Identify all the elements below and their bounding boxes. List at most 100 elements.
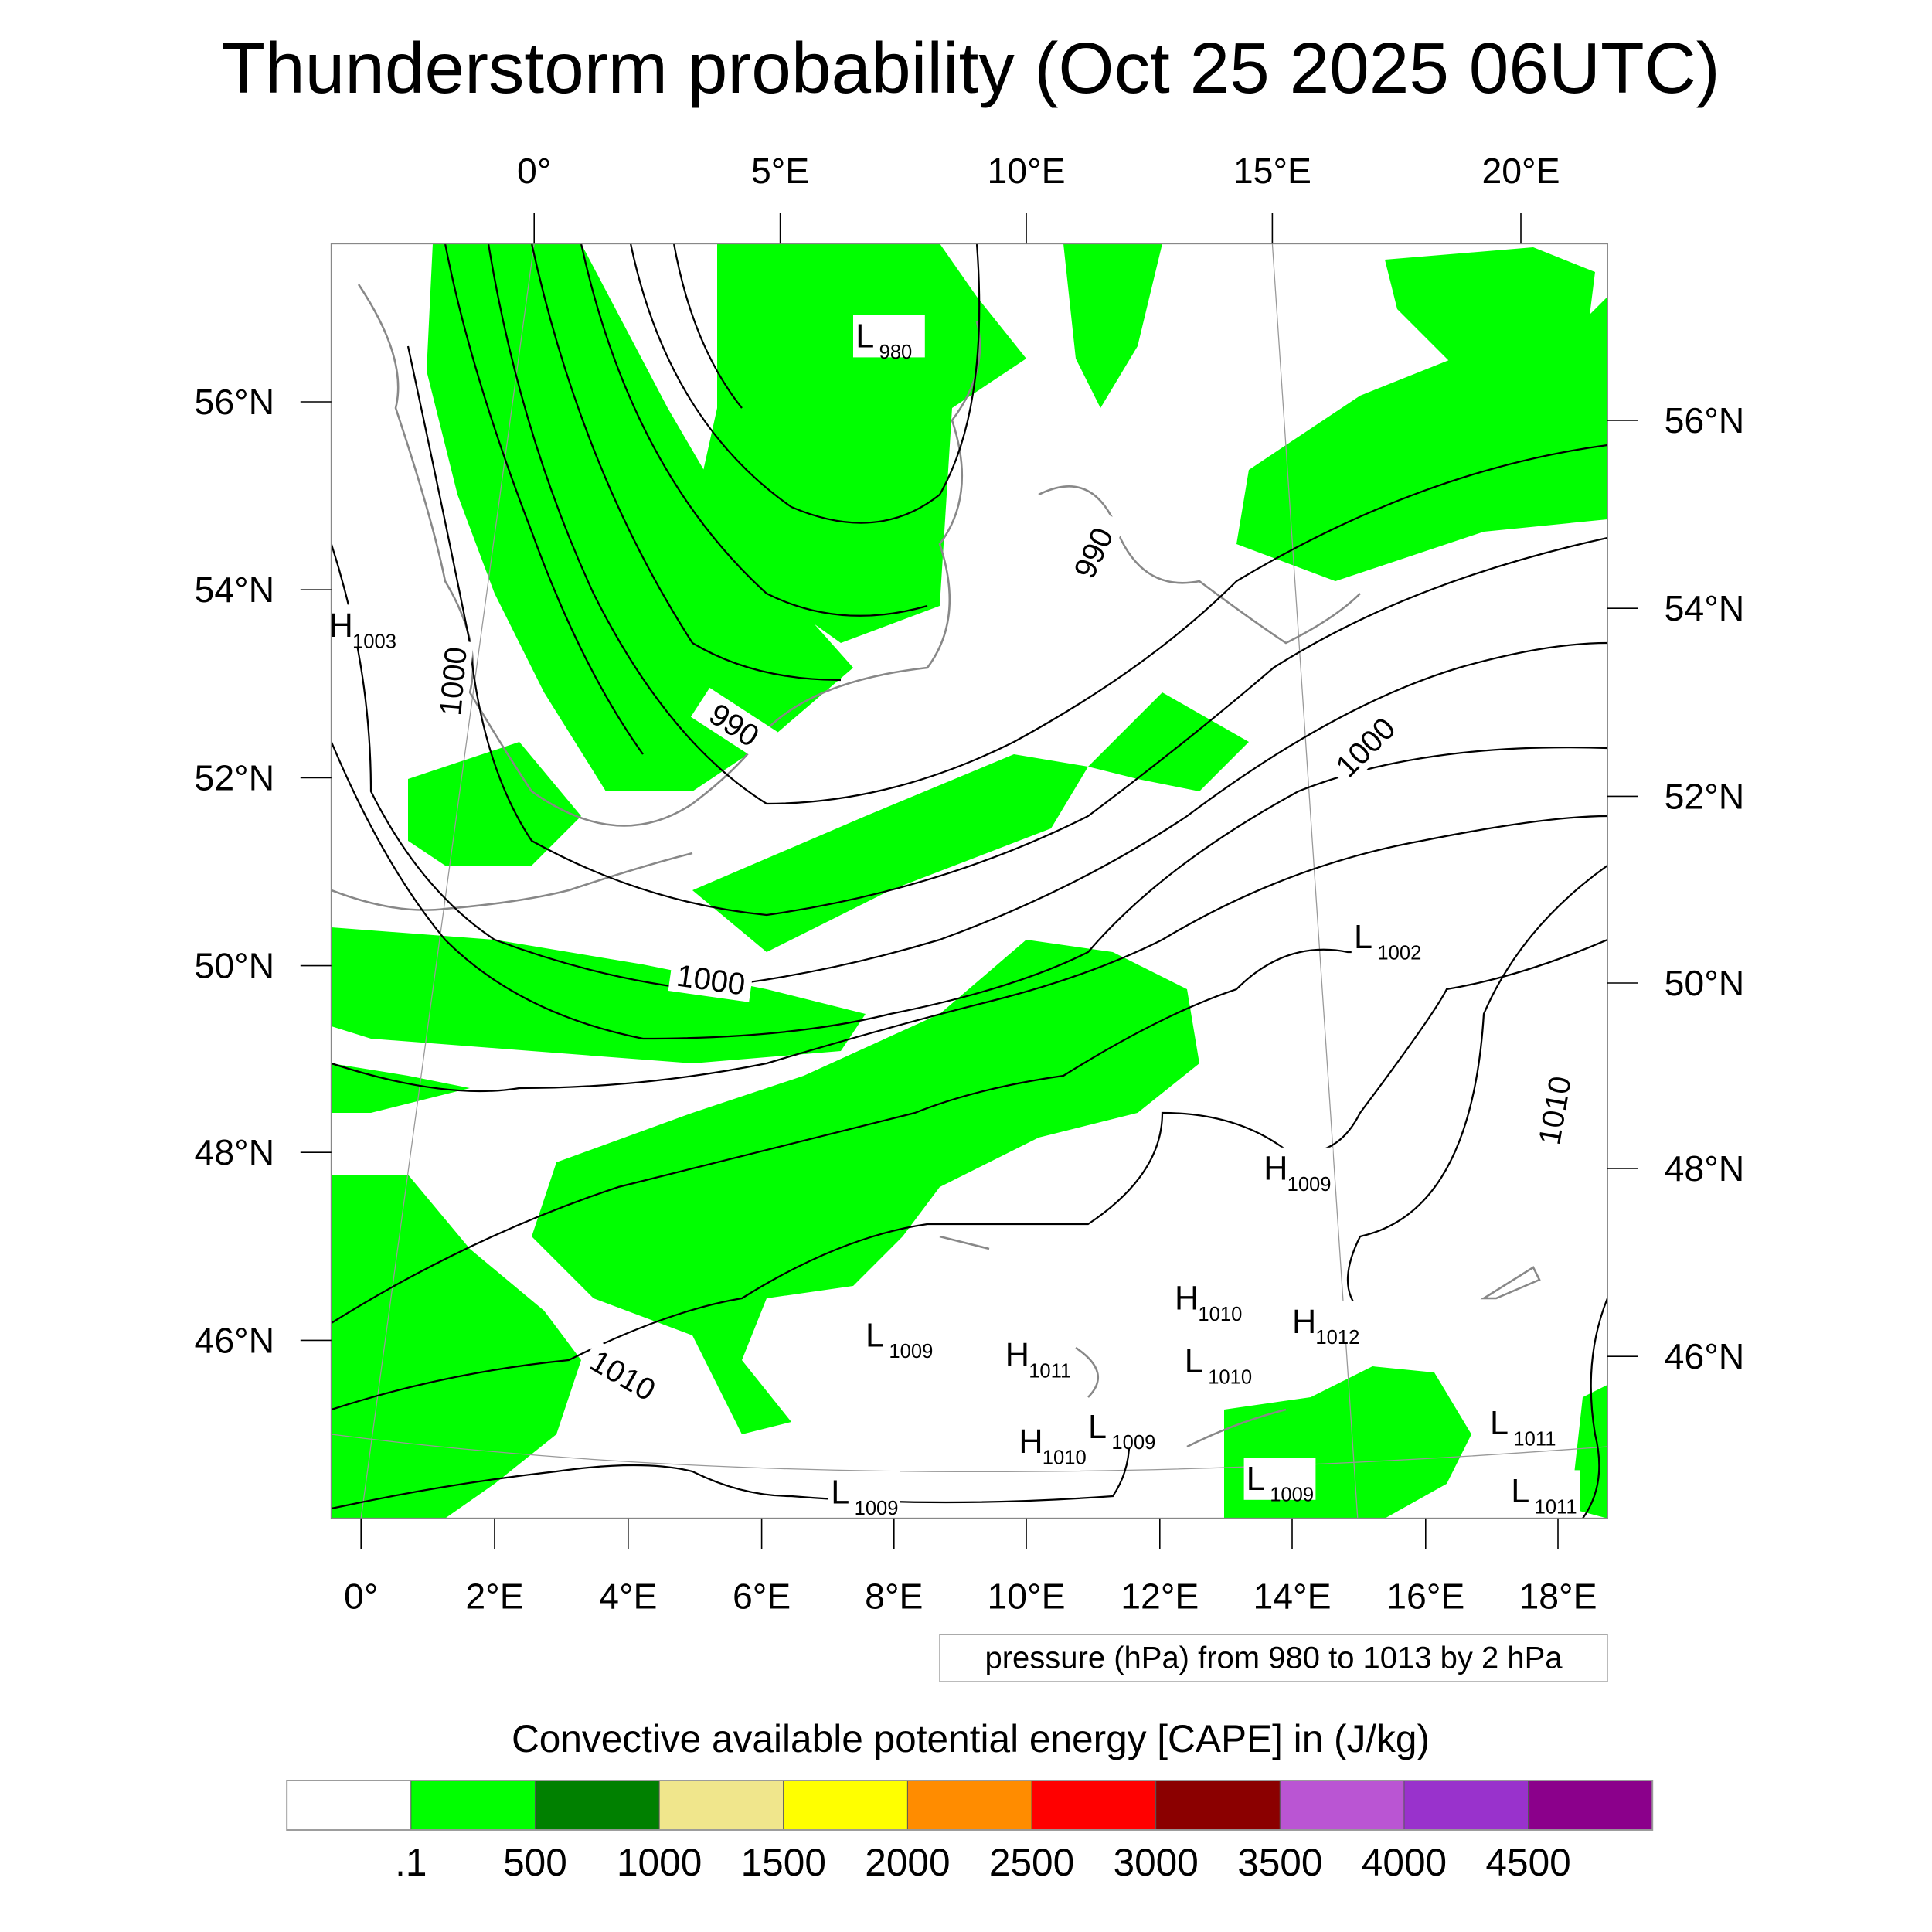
top-lon-label: 0° — [517, 151, 551, 191]
pressure-center-type: H — [1005, 1337, 1029, 1374]
pressure-center-type: L — [1088, 1409, 1107, 1446]
bottom-lon-label: 12°E — [1121, 1577, 1199, 1617]
low-pressure-center: L 1010 — [1182, 1340, 1254, 1388]
contour-info-text: pressure (hPa) from 980 to 1013 by 2 hPa — [985, 1641, 1563, 1675]
pressure-center-value: 1003 — [352, 631, 396, 652]
pressure-center-value: 1010 — [1208, 1366, 1252, 1388]
high-pressure-center: H 1011 — [1002, 1334, 1075, 1382]
low-pressure-center: L 980 — [853, 315, 925, 363]
colorbar-level-label: 3500 — [1237, 1841, 1322, 1884]
low-pressure-center: L 1011 — [1509, 1470, 1580, 1518]
right-lat-label: 48°N — [1665, 1148, 1745, 1189]
pressure-center-type: H — [1264, 1150, 1287, 1187]
pressure-center-background — [1172, 1277, 1244, 1320]
top-lon-label: 10°E — [987, 151, 1065, 191]
pressure-center-value: 1011 — [1029, 1360, 1071, 1382]
pressure-center-background — [1487, 1402, 1560, 1444]
map-frame — [330, 243, 1608, 1519]
low-pressure-center: L 1009 — [1085, 1406, 1158, 1454]
cape-area-sweden — [1385, 247, 1595, 371]
map-axes: 0° 5°E 10°E 15°E 20°E 56°N 54°N 52°N 50°N 48°N 46°… — [195, 151, 1745, 1617]
pressure-center-background — [331, 604, 399, 647]
colorbar: .1 500 1000 1500 2000 2500 3000 3500 4000 4500 — [286, 1780, 1654, 1884]
colorbar-level-label: 3000 — [1114, 1841, 1199, 1884]
high-pressure-center: H 1010 — [1172, 1277, 1244, 1325]
contour-label-background — [1529, 1066, 1579, 1154]
colorbar-swatch — [1528, 1780, 1653, 1831]
right-lat-label: 56°N — [1665, 400, 1745, 440]
left-lat-label: 56°N — [195, 382, 275, 422]
cape-area-belgium — [408, 742, 581, 866]
pressure-center-background — [1016, 1420, 1088, 1463]
pressure-center-type: L — [831, 1475, 849, 1512]
low-pressure-center: L 1011 — [1487, 1402, 1560, 1450]
bottom-lon-label: 2°E — [465, 1577, 523, 1617]
high-pressure-center: H 1003 — [331, 604, 399, 652]
pressure-center-value: 1009 — [889, 1341, 933, 1362]
pressure-center-type: L — [1185, 1343, 1203, 1380]
pressure-center-background — [1351, 916, 1423, 958]
cape-area-denmark — [1063, 243, 1162, 408]
colorbar-level-label: 4500 — [1485, 1841, 1570, 1884]
right-lat-label: 52°N — [1665, 776, 1745, 816]
pressure-center-background — [862, 1314, 935, 1357]
top-lon-label: 15°E — [1233, 151, 1311, 191]
contour-label-background — [1324, 706, 1406, 788]
pressure-center-type: H — [1292, 1304, 1316, 1341]
pressure-center-value: 1012 — [1315, 1327, 1359, 1349]
pressure-center-background — [1002, 1334, 1075, 1376]
pressure-center-value: 1011 — [1513, 1428, 1556, 1450]
pressure-center-type: L — [1354, 919, 1372, 956]
pressure-center-type: H — [1019, 1423, 1043, 1461]
high-pressure-center: H 1012 — [1289, 1301, 1362, 1349]
bottom-lon-label: 14°E — [1253, 1577, 1331, 1617]
colorbar-swatch — [534, 1780, 660, 1831]
colorbar-swatch — [1403, 1780, 1529, 1831]
coastlines — [331, 284, 1541, 1448]
colorbar-swatch — [1031, 1780, 1157, 1831]
pressure-center-type: L — [1247, 1461, 1265, 1498]
contour-label-background — [1060, 508, 1127, 597]
pressure-center-background — [1085, 1406, 1158, 1448]
pressure-center-background — [1182, 1340, 1254, 1383]
colorbar-level-label: 2500 — [989, 1841, 1074, 1884]
left-lat-label: 52°N — [195, 757, 275, 798]
cape-field — [331, 243, 1607, 1519]
pressure-center-value: 1002 — [1377, 943, 1421, 964]
high-pressure-center: H 1010 — [1016, 1420, 1088, 1468]
contour-label-background — [431, 639, 474, 724]
colorbar-swatch — [410, 1780, 536, 1831]
colorbar-swatch — [1155, 1780, 1281, 1831]
colorbar-title: Convective available potential energy [C… — [512, 1717, 1430, 1760]
cape-area-germany-band — [692, 754, 1088, 952]
low-pressure-center: L 1002 — [1351, 916, 1423, 964]
left-lat-label: 48°N — [195, 1132, 275, 1172]
cape-area-north-sea-east — [692, 243, 1026, 643]
bottom-lon-label: 10°E — [987, 1577, 1065, 1617]
contour-label-background — [690, 688, 778, 762]
left-lat-label: 54°N — [195, 570, 275, 610]
pressure-center-value: 1009 — [1111, 1432, 1155, 1454]
colorbar-level-label: 500 — [503, 1841, 567, 1884]
colorbar-level-label: 1500 — [741, 1841, 826, 1884]
bottom-lon-label: 4°E — [599, 1577, 657, 1617]
colorbar-level-label: 1000 — [617, 1841, 702, 1884]
pressure-center-value: 1010 — [1198, 1304, 1242, 1325]
high-pressure-center: H 1009 — [1261, 1147, 1333, 1196]
contour-label-background — [579, 1339, 668, 1410]
chart-title: Thunderstorm probability (Oct 25 2025 06… — [221, 28, 1719, 108]
pressure-center-value: 1011 — [1535, 1496, 1577, 1518]
colorbar-swatch — [783, 1780, 908, 1831]
pressure-center-value: 980 — [879, 342, 913, 363]
right-lat-label: 46°N — [1665, 1336, 1745, 1376]
contour-label: 1000 — [431, 639, 474, 724]
pressure-center-value: 1009 — [855, 1498, 899, 1519]
pressure-center-type: L — [1490, 1405, 1509, 1442]
right-lat-label: 54°N — [1665, 588, 1745, 628]
colorbar-level-label: .1 — [395, 1841, 427, 1884]
pressure-center-type: H — [1175, 1280, 1199, 1317]
pressure-center-background — [1289, 1301, 1362, 1343]
pressure-center-background — [853, 315, 925, 358]
